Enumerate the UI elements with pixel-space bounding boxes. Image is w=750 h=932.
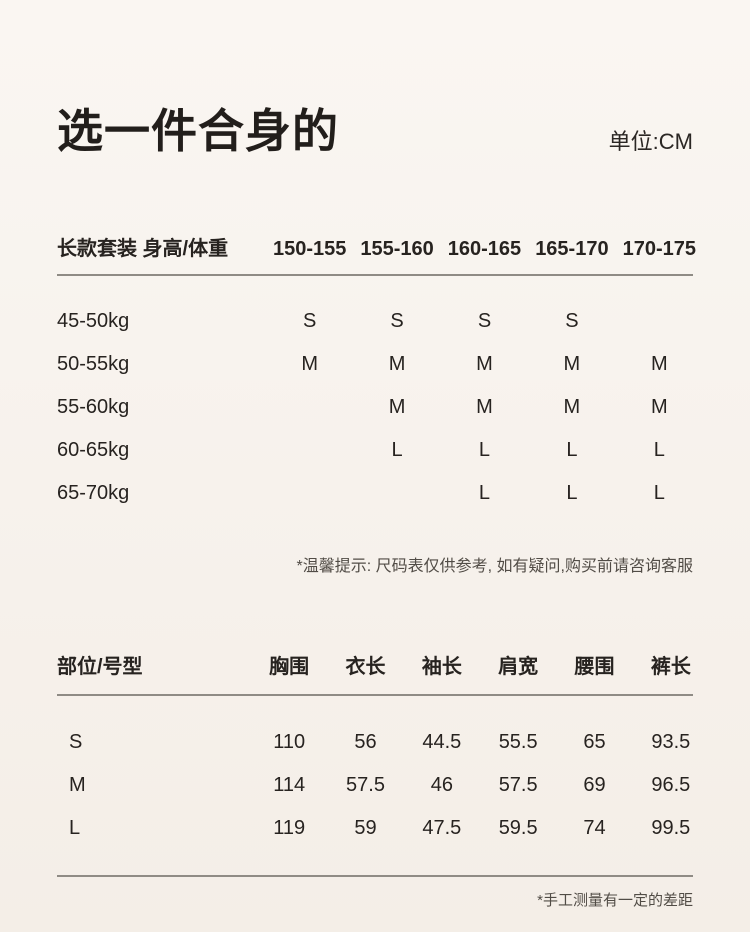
size-chart-row: 45-50kg S S S S (57, 300, 703, 343)
size-chart-corner-label: 长款套装 身高/体重 (57, 238, 229, 260)
page-title: 选一件合身的 (57, 105, 339, 157)
size-cell: M (476, 396, 493, 418)
size-cell: S (477, 310, 492, 332)
size-cell: L (566, 482, 578, 504)
measurement-cell: 74 (583, 817, 606, 839)
measurement-cell: 96.5 (651, 774, 691, 796)
measurement-cell: 110 (273, 731, 306, 753)
measurement-column-header: 裤长 (650, 656, 691, 678)
size-chart-column-header: 150-155 (272, 238, 347, 260)
size-chart-row: 50-55kg M M M M M (57, 343, 703, 386)
size-chart-column-header: 155-160 (360, 238, 434, 260)
size-cell: L (391, 439, 403, 461)
size-chart-body: 45-50kg S S S S 50-55kg M M M M M 55-60k… (57, 300, 693, 515)
measurement-cell: 65 (583, 731, 606, 753)
size-chart: 长款套装 身高/体重 150-155 155-160 160-165 165-1… (57, 235, 696, 578)
divider (57, 274, 693, 276)
size-cell: M (650, 353, 668, 375)
size-chart-column-header: 170-175 (622, 238, 696, 260)
measurement-note: *手工测量有一定的差距 (537, 892, 693, 909)
measurement-cell: 57.5 (346, 774, 385, 796)
size-chart-note: *温馨提示: 尺码表仅供参考, 如有疑问,购买前请咨询客服 (296, 558, 693, 575)
measurement-column-header: 腰围 (574, 656, 615, 678)
size-chart-row-label: 45-50kg (57, 310, 130, 332)
measurement-corner-label: 部位/号型 (57, 656, 143, 678)
size-cell: S (565, 310, 579, 332)
page-header: 选一件合身的 单位:CM (57, 0, 693, 163)
size-cell: M (650, 396, 668, 418)
measurement-row: L 119 59 47.5 59.5 74 99.5 (57, 807, 709, 850)
size-cell: L (653, 439, 665, 461)
unit-label: 单位:CM (608, 129, 693, 154)
measurement-row-label: M (69, 774, 86, 796)
measurement-row: M 114 57.5 46 57.5 69 96.5 (57, 764, 709, 807)
size-chart-row-label: 65-70kg (57, 482, 130, 504)
measurement-cell: 57.5 (498, 774, 538, 796)
divider (57, 694, 693, 696)
size-chart-header-row: 长款套装 身高/体重 150-155 155-160 160-165 165-1… (57, 235, 703, 263)
measurement-cell: 69 (583, 774, 606, 796)
measurement-body: S 110 56 44.5 55.5 65 93.5 M 114 57.5 46… (57, 721, 693, 850)
measurement-cell: 59 (354, 817, 377, 839)
measurement-header-row: 部位/号型 胸围 衣长 袖长 肩宽 腰围 裤长 (57, 653, 709, 681)
measurement-cell: 114 (273, 774, 306, 796)
measurement-column-header: 袖长 (421, 656, 462, 678)
size-cell: S (303, 310, 317, 332)
measurement-cell: 93.5 (651, 731, 691, 753)
measurement-cell: 55.5 (498, 731, 538, 753)
size-chart-row: 65-70kg L L L (57, 472, 703, 515)
size-cell: M (563, 353, 581, 375)
size-chart-row: 60-65kg L L L L (57, 429, 703, 472)
measurement-cell: 47.5 (422, 817, 462, 839)
measurement-chart: 部位/号型 胸围 衣长 袖长 肩宽 腰围 裤长 S 110 56 44.5 55… (57, 653, 693, 911)
size-chart-column-header: 165-170 (535, 238, 609, 260)
measurement-cell: 46 (430, 774, 453, 796)
divider (57, 875, 693, 877)
measurement-cell: 119 (273, 817, 306, 839)
size-cell: L (566, 439, 578, 461)
measurement-row: S 110 56 44.5 55.5 65 93.5 (57, 721, 709, 764)
size-chart-row-label: 55-60kg (57, 396, 130, 418)
size-cell: M (476, 353, 493, 375)
size-chart-row-label: 50-55kg (57, 353, 130, 375)
size-chart-column-header: 160-165 (447, 238, 522, 260)
measurement-row-label: S (69, 731, 83, 753)
size-cell: M (388, 396, 406, 418)
size-chart-row-label: 60-65kg (57, 439, 130, 461)
size-cell: M (388, 353, 406, 375)
measurement-column-header: 肩宽 (498, 656, 539, 678)
measurement-column-header: 衣长 (345, 656, 386, 678)
size-guide-page: 选一件合身的 单位:CM 长款套装 身高/体重 150-155 155-160 … (57, 0, 696, 911)
size-cell: M (563, 396, 581, 418)
measurement-cell: 44.5 (422, 731, 462, 753)
measurement-column-header: 胸围 (269, 656, 310, 678)
size-cell: L (478, 439, 491, 461)
measurement-cell: 99.5 (651, 817, 691, 839)
measurement-row-label: L (69, 817, 81, 839)
measurement-cell: 56 (354, 731, 377, 753)
size-cell: L (653, 482, 665, 504)
measurement-cell: 59.5 (498, 817, 538, 839)
size-cell: M (301, 353, 319, 375)
size-chart-row: 55-60kg M M M M (57, 386, 703, 429)
size-cell: S (390, 310, 404, 332)
size-cell: L (478, 482, 491, 504)
